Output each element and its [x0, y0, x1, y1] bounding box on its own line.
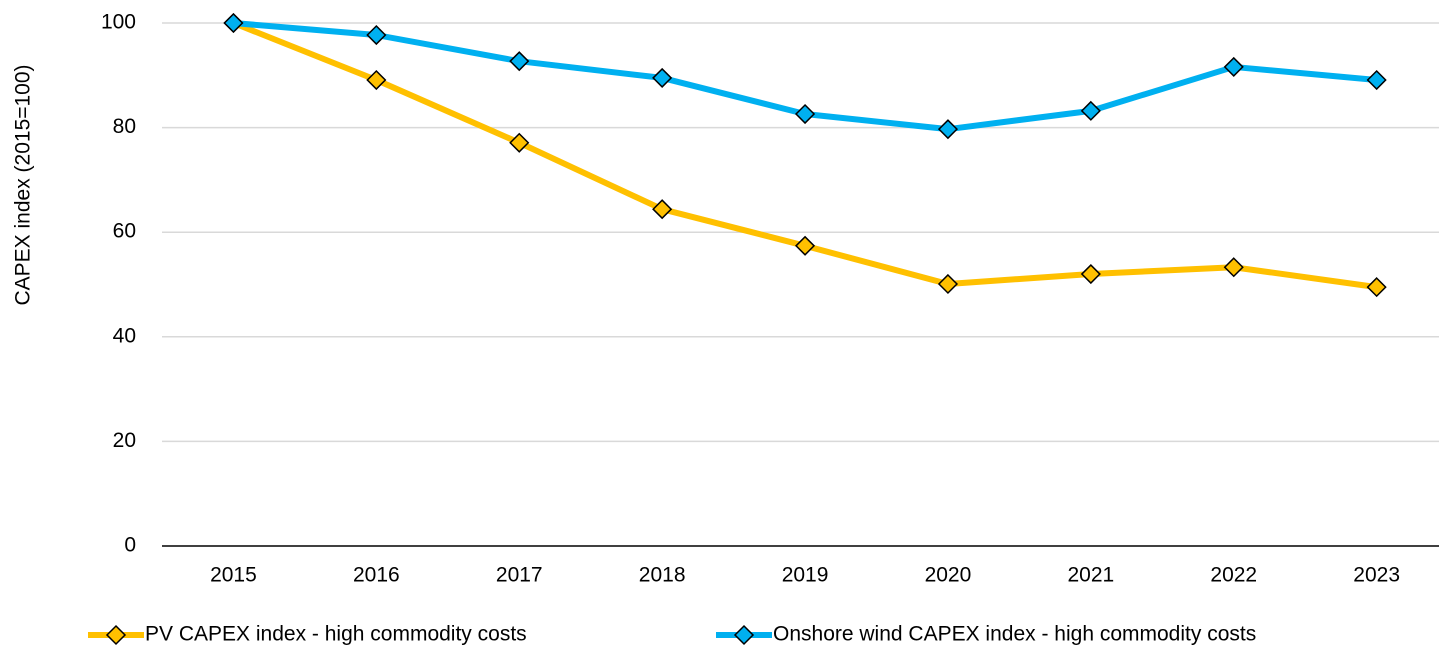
x-tick-label: 2022	[1210, 564, 1257, 587]
legend-marker	[733, 624, 755, 646]
y-tick-label: 0	[124, 534, 136, 557]
point	[509, 132, 530, 153]
point	[652, 199, 673, 220]
y-axis-label: CAPEX index (2015=100)	[12, 64, 35, 305]
point	[1366, 277, 1387, 298]
point	[937, 119, 959, 140]
x-tick-label: 2015	[210, 564, 257, 587]
y-tick-label: 80	[113, 115, 136, 138]
y-tick-label: 20	[113, 429, 136, 452]
point	[937, 273, 959, 295]
point	[1080, 100, 1101, 121]
point	[794, 235, 816, 256]
x-tick-label: 2020	[925, 564, 972, 587]
point	[1366, 69, 1387, 91]
point	[1223, 257, 1244, 278]
point	[509, 51, 530, 72]
legend-label: Onshore wind CAPEX index - high commodit…	[773, 623, 1256, 646]
x-tick-label: 2016	[353, 564, 400, 587]
point	[366, 69, 387, 91]
y-tick-label: 40	[113, 324, 136, 347]
x-tick-label: 2019	[782, 564, 829, 587]
legend-label: PV CAPEX index - high commodity costs	[145, 623, 527, 646]
x-tick-label: 2023	[1353, 564, 1400, 587]
x-tick-label: 2017	[496, 564, 543, 587]
x-tick-label: 2021	[1067, 564, 1114, 587]
y-tick-label: 100	[101, 11, 136, 34]
point	[794, 103, 816, 125]
point	[223, 12, 244, 34]
point	[366, 24, 387, 46]
legend-marker	[105, 624, 127, 646]
point	[652, 67, 673, 88]
point	[1080, 263, 1101, 285]
y-tick-label: 60	[113, 220, 136, 243]
x-tick-label: 2018	[639, 564, 686, 587]
point	[1223, 56, 1244, 77]
